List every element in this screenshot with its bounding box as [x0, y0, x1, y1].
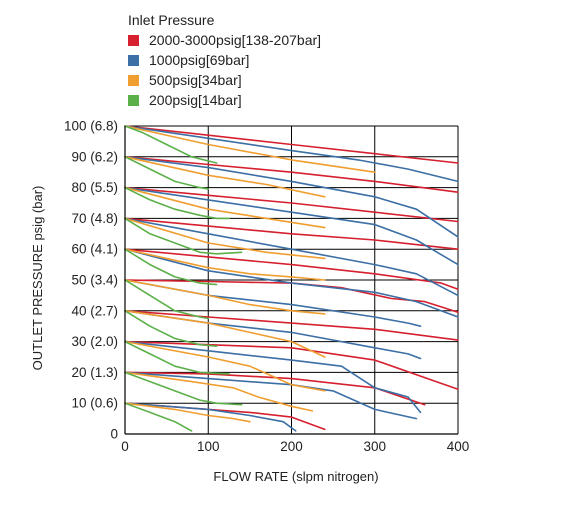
series-0 [124, 125, 459, 431]
series-line [124, 371, 418, 420]
y-tick-label: 40 (2.7) [71, 303, 118, 318]
series-line [124, 279, 326, 315]
tick-labels: 0 10 (0.6) 20 (1.3) 30 (2.0) 40 (2.7) 50 (3.4… [64, 119, 469, 455]
legend-label: 500psig[34bar] [149, 72, 242, 88]
series-2 [124, 125, 376, 423]
y-tick-label: 50 (3.4) [71, 273, 118, 288]
series-line [124, 125, 459, 164]
series-line [124, 279, 459, 314]
series-layer [124, 125, 459, 432]
series-line [124, 248, 459, 318]
y-axis-title: OUTLET PRESSURE psig (bar) [30, 186, 45, 371]
y-tick-label: 90 (6.2) [71, 149, 118, 164]
series-line [124, 248, 218, 286]
series-line [124, 186, 326, 229]
series-line [124, 340, 326, 392]
y-tick-label: 0 [110, 427, 118, 442]
legend-swatch-orange [128, 74, 139, 86]
series-line [124, 186, 459, 266]
legend-swatch-blue [128, 54, 139, 66]
y-tick-label: 80 (5.5) [71, 180, 118, 195]
series-line [124, 186, 230, 220]
series-line [124, 125, 459, 183]
series-line [124, 217, 243, 255]
grid [125, 125, 459, 434]
series-line [124, 279, 210, 320]
series-line [124, 217, 459, 250]
series-line [124, 371, 243, 406]
legend-label: 200psig[14bar] [149, 92, 242, 108]
series-line [124, 248, 459, 291]
series-line [124, 125, 376, 173]
series-line [124, 402, 297, 432]
series-line [124, 371, 314, 412]
y-tick-label: 70 (4.8) [71, 211, 118, 226]
legend-item-500psig: 500psig[34bar] [128, 70, 321, 90]
series-line [124, 340, 422, 414]
series-line [124, 156, 459, 193]
series-3 [124, 125, 243, 432]
series-line [124, 279, 422, 328]
axes [124, 126, 458, 435]
series-line [124, 340, 230, 375]
legend: Inlet Pressure 2000-3000psig[138-207bar]… [128, 12, 321, 110]
y-tick-label: 60 (4.1) [71, 242, 118, 257]
x-tick-label: 100 [197, 439, 220, 454]
series-line [124, 309, 459, 341]
legend-item-200psig: 200psig[14bar] [128, 90, 321, 110]
series-line [124, 156, 459, 238]
series-line [124, 340, 459, 391]
legend-label: 2000-3000psig[138-207bar] [149, 32, 322, 48]
series-line [124, 156, 210, 190]
series-line [124, 402, 251, 423]
legend-label: 1000psig[69bar] [149, 52, 250, 68]
series-line [124, 309, 326, 358]
legend-title: Inlet Pressure [128, 12, 215, 28]
series-line [124, 248, 326, 281]
series-line [124, 186, 459, 223]
legend-swatch-green [128, 94, 139, 106]
x-tick-label: 0 [121, 439, 129, 454]
legend-item-2000-3000psig: 2000-3000psig[138-207bar] [128, 30, 321, 50]
y-tick-label: 20 (1.3) [71, 365, 118, 380]
legend-swatch-red [128, 34, 139, 46]
x-tick-label: 400 [447, 439, 470, 454]
series-line [124, 156, 326, 198]
series-line [124, 125, 218, 164]
series-line [124, 217, 326, 260]
x-tick-label: 200 [280, 439, 303, 454]
y-tick-label: 10 (0.6) [71, 396, 118, 411]
x-tick-label: 300 [363, 439, 386, 454]
series-line [124, 371, 426, 406]
y-tick-label: 100 (6.8) [64, 119, 118, 134]
series-line [124, 217, 459, 297]
y-tick-label: 30 (2.0) [71, 334, 118, 349]
legend-item-1000psig: 1000psig[69bar] [128, 50, 321, 70]
series-line [124, 402, 193, 432]
series-line [124, 309, 218, 348]
x-axis-title: FLOW RATE (slpm nitrogen) [213, 469, 378, 484]
